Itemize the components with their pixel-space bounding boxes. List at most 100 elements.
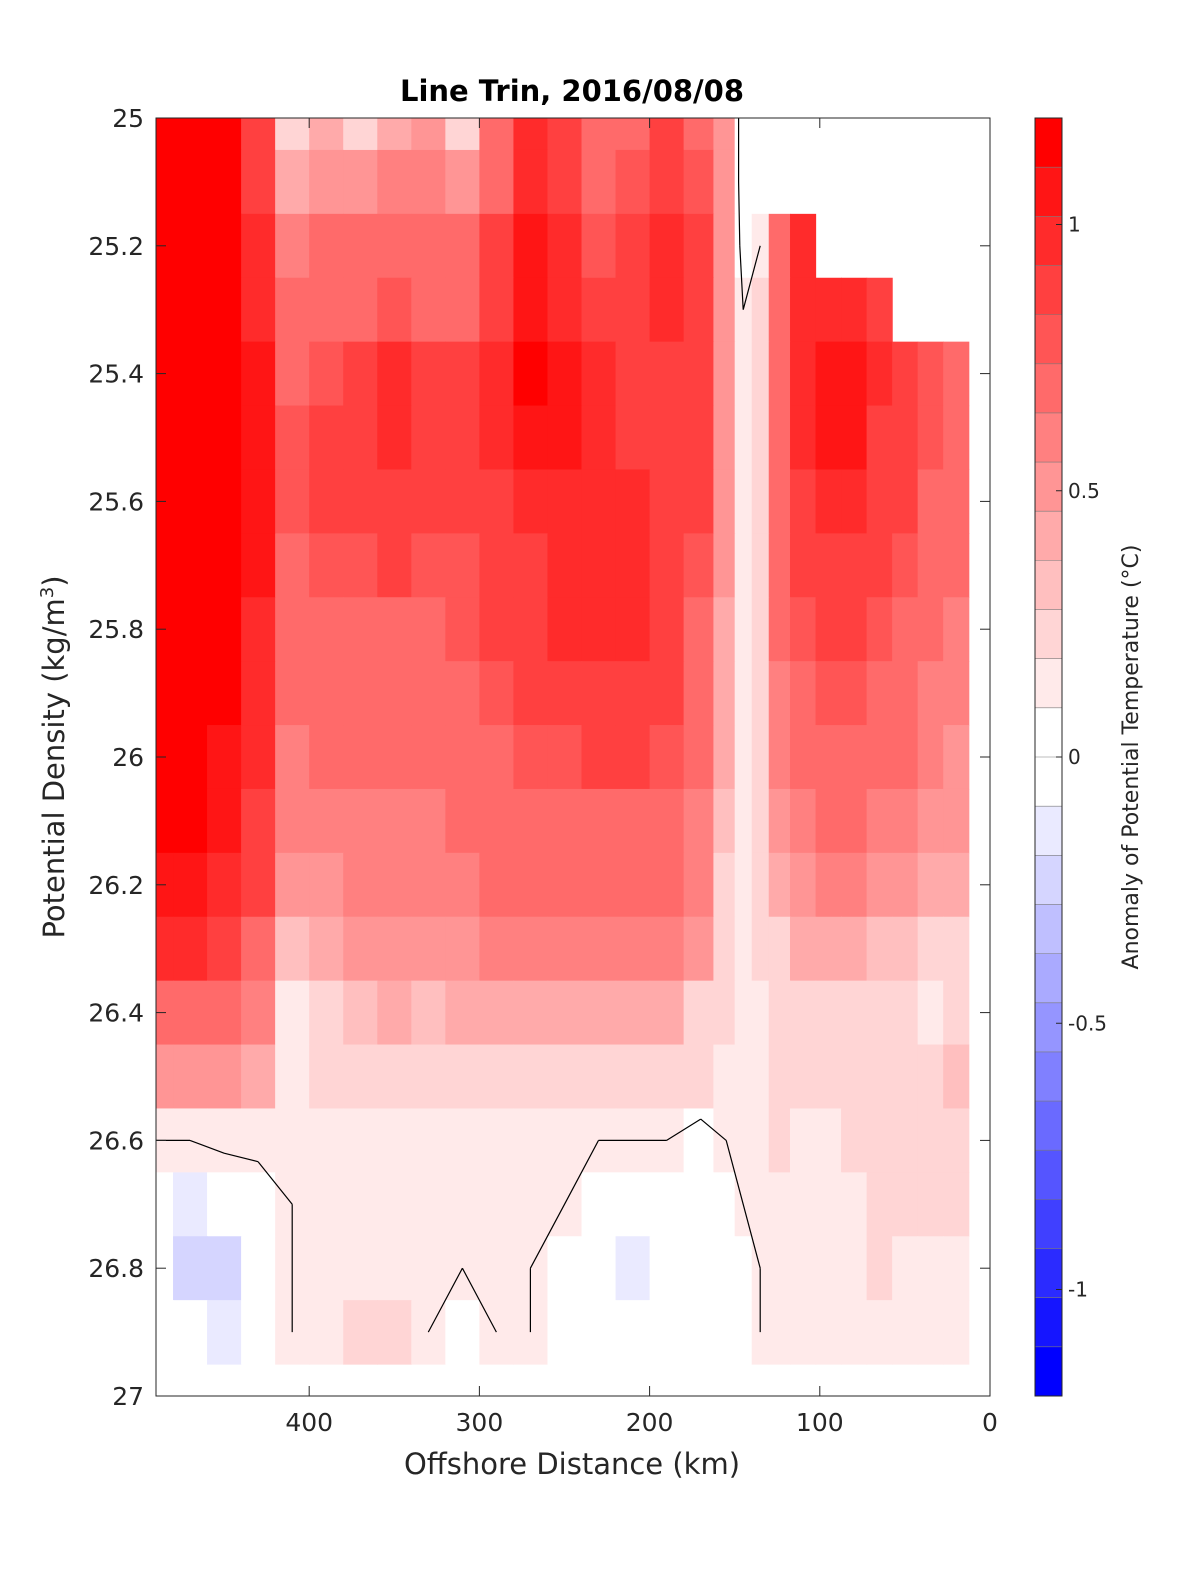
contour-cell <box>513 533 549 598</box>
contour-cell <box>649 149 685 215</box>
contour-cell <box>581 277 617 343</box>
contour-cell <box>866 277 893 343</box>
contour-cell <box>866 661 893 726</box>
contour-cell <box>275 149 310 215</box>
contour-cell <box>309 916 344 982</box>
contour-cell <box>943 341 970 407</box>
y-tick-label: 26.4 <box>88 999 144 1028</box>
contour-cell <box>445 1108 480 1173</box>
contour-cell <box>866 980 893 1046</box>
contour-cell <box>734 1300 753 1365</box>
contour-cell <box>892 661 919 726</box>
contour-cell <box>411 533 446 598</box>
contour-cell <box>917 788 944 854</box>
contour-cell <box>815 341 842 407</box>
contour-cell <box>241 405 276 471</box>
contour-cell <box>768 916 791 982</box>
contour-cell <box>156 788 174 854</box>
contour-cell <box>479 1172 515 1237</box>
contour-cell <box>581 118 617 151</box>
contour-cell <box>866 1300 893 1365</box>
contour-cell <box>581 1044 617 1110</box>
contour-cell <box>173 1044 208 1110</box>
contour-cell <box>751 725 770 790</box>
contour-cell <box>751 533 770 598</box>
contour-cell <box>343 341 378 407</box>
contour-cell <box>615 118 651 151</box>
contour-cell <box>445 118 480 151</box>
contour-cell <box>343 533 378 598</box>
contour-cell <box>241 597 276 662</box>
y-tick-label: 26.2 <box>88 871 144 900</box>
y-axis-label-main: Potential Density (kg/m <box>37 598 71 938</box>
contour-cell <box>790 1300 817 1365</box>
contour-cell <box>309 661 344 726</box>
contour-cell <box>309 725 344 790</box>
x-axis-label: Offshore Distance (km) <box>404 1447 740 1481</box>
contour-cell <box>649 341 685 407</box>
contour-cell <box>892 1236 919 1301</box>
contour-cell <box>547 1300 583 1365</box>
contour-cell <box>513 341 549 407</box>
contour-cell <box>734 1044 753 1110</box>
contour-cell <box>943 1236 970 1301</box>
contour-cell <box>917 725 944 790</box>
contour-cell <box>734 661 753 726</box>
contour-cell <box>173 1236 208 1301</box>
contour-cell <box>445 405 480 471</box>
contour-cell <box>343 980 378 1046</box>
contour-cell <box>275 916 310 982</box>
contour-cell <box>615 852 651 918</box>
contour-cell <box>275 405 310 471</box>
contour-cell <box>343 213 378 279</box>
contour-cell <box>343 1108 378 1173</box>
contour-cell <box>547 533 583 598</box>
contour-cell <box>275 661 310 726</box>
colorbar-swatch <box>1035 1248 1062 1299</box>
contour-cell <box>275 469 310 534</box>
contour-cell <box>581 1172 617 1237</box>
contour-cell <box>683 788 715 854</box>
contour-cell <box>615 213 651 279</box>
contour-cell <box>343 277 378 343</box>
contour-cell <box>615 277 651 343</box>
contour-cell <box>173 1172 208 1237</box>
contour-cell <box>841 277 868 343</box>
contour-cell <box>917 1236 944 1301</box>
contour-cell <box>943 1044 970 1110</box>
contour-cell <box>547 980 583 1046</box>
contour-cell <box>309 1300 344 1365</box>
contour-cell <box>615 1236 651 1301</box>
contour-cell <box>734 916 753 982</box>
contour-cell <box>841 980 868 1046</box>
contour-cell <box>815 1236 842 1301</box>
contour-cell <box>411 725 446 790</box>
contour-cell <box>790 469 817 534</box>
contour-cell <box>734 405 753 471</box>
contour-cell <box>713 213 736 279</box>
contour-cell <box>790 980 817 1046</box>
contour-cell <box>683 341 715 407</box>
contour-cell <box>581 852 617 918</box>
contour-cell <box>275 213 310 279</box>
contour-cell <box>734 980 753 1046</box>
contour-cell <box>275 852 310 918</box>
contour-cell <box>768 341 791 407</box>
y-tick-label: 25.4 <box>88 360 144 389</box>
y-tick-label: 27 <box>112 1382 144 1411</box>
contour-cell <box>445 533 480 598</box>
contour-cell <box>751 469 770 534</box>
colorbar-swatch <box>1035 609 1062 660</box>
contour-cell <box>734 788 753 854</box>
colorbar-swatch <box>1035 806 1062 856</box>
contour-cell <box>445 916 480 982</box>
contour-cell <box>713 1108 736 1173</box>
contour-cell <box>683 1044 715 1110</box>
contour-cell <box>377 533 412 598</box>
contour-cell <box>683 1236 715 1301</box>
contour-cell <box>343 916 378 982</box>
contour-cell <box>411 1044 446 1110</box>
contour-cell <box>866 1172 893 1237</box>
contour-cell <box>768 852 791 918</box>
contour-cell <box>841 852 868 918</box>
